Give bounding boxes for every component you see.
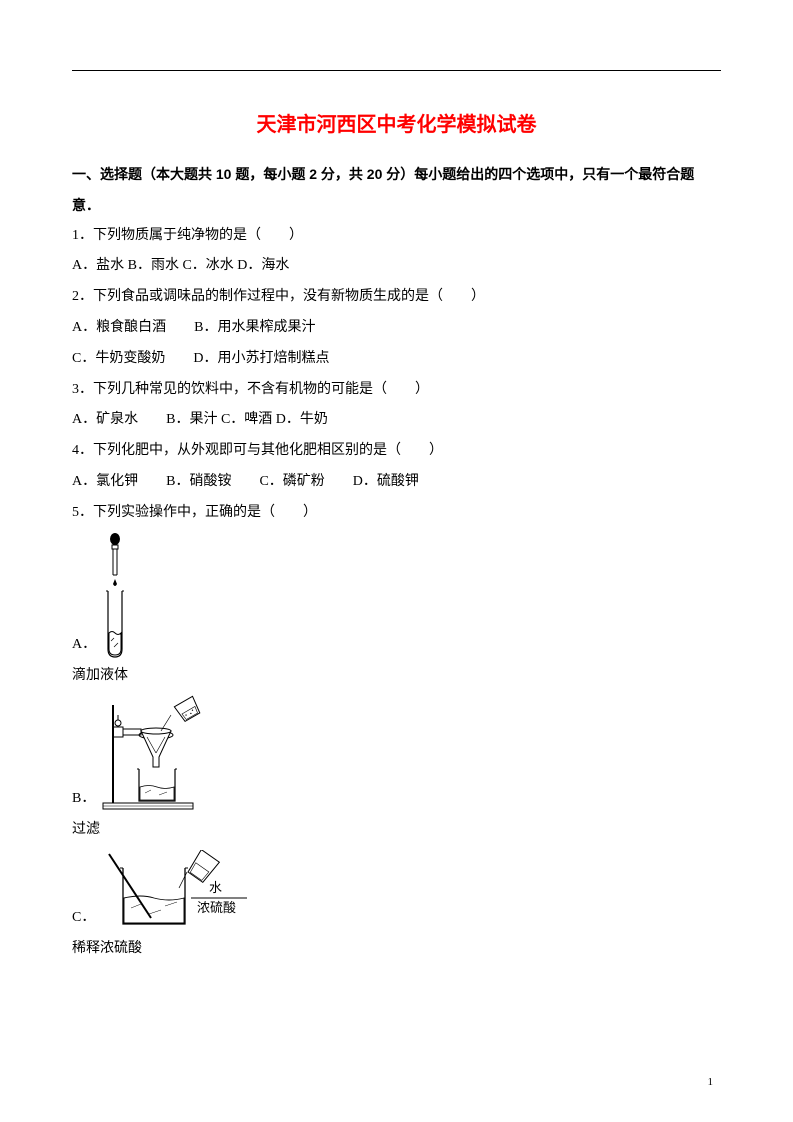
q2-options-line1: A．粮食酿白酒 B．用水果榨成果汁	[72, 313, 721, 344]
q3-options: A．矿泉水 B．果汁 C．啤酒 D．牛奶	[72, 405, 721, 436]
section-1-header: 一、选择题（本大题共 10 题，每小题 2 分，共 20 分）每小题给出的四个选…	[72, 159, 721, 221]
q5-option-c-caption: 稀释浓硫酸	[72, 934, 721, 965]
dropper-test-tube-icon	[102, 533, 136, 659]
q5-option-b-caption: 过滤	[72, 815, 721, 846]
q2-stem: 2．下列食品或调味品的制作过程中，没有新物质生成的是（ ）	[72, 282, 721, 313]
dilute-acid-icon: 水 浓硫酸	[101, 850, 251, 932]
acid-label-text: 浓硫酸	[197, 900, 236, 915]
q5-option-c-label: C．	[72, 906, 95, 932]
q5-option-a-caption: 滴加液体	[72, 661, 721, 692]
q5-option-b-label: B．	[72, 787, 95, 813]
q5-option-a-row: A．	[72, 533, 721, 659]
q4-stem: 4．下列化肥中，从外观即可与其他化肥相区别的是（ ）	[72, 436, 721, 467]
exam-title: 天津市河西区中考化学模拟试卷	[72, 108, 721, 137]
q4-options: A．氯化钾 B．硝酸铵 C．磷矿粉 D．硫酸钾	[72, 467, 721, 498]
q1-options: A．盐水 B．雨水 C．冰水 D．海水	[72, 251, 721, 282]
page-number: 1	[708, 1076, 714, 1088]
filtration-apparatus-icon	[101, 695, 221, 813]
q5-option-a-label: A．	[72, 633, 96, 659]
q3-stem: 3．下列几种常见的饮料中，不含有机物的可能是（ ）	[72, 375, 721, 406]
page-content: 天津市河西区中考化学模拟试卷 一、选择题（本大题共 10 题，每小题 2 分，共…	[0, 0, 793, 1009]
q5-option-c-row: C． 水 浓硫酸	[72, 850, 721, 932]
q5-stem: 5．下列实验操作中，正确的是（ ）	[72, 498, 721, 529]
q1-stem: 1．下列物质属于纯净物的是（ ）	[72, 221, 721, 252]
top-rule	[72, 70, 721, 71]
water-label-text: 水	[209, 880, 222, 895]
q2-options-line2: C．牛奶变酸奶 D．用小苏打焙制糕点	[72, 344, 721, 375]
q5-option-b-row: B．	[72, 695, 721, 813]
